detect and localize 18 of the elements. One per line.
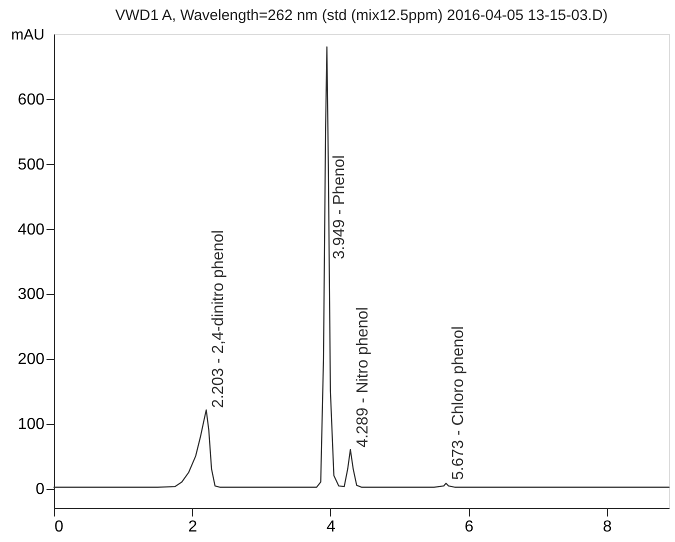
- chart-title: VWD1 A, Wavelength=262 nm (std (mix12.5ppm) 2016-04-05 13-15-03.D): [115, 7, 608, 24]
- x-tick-label: 2: [188, 518, 198, 536]
- annotation: 4.289 - Nitro phenol: [354, 307, 372, 448]
- y-tick-label: 200: [18, 351, 45, 368]
- y-tick-label: 400: [18, 221, 45, 238]
- x-tick-label: 6: [464, 518, 474, 536]
- annotation: 2.203 - 2,4-dinitro phenol: [210, 230, 228, 408]
- y-tick-label: 0: [36, 481, 45, 498]
- x-tick-label: 4: [326, 518, 336, 536]
- y-axis-title: mAU: [11, 26, 44, 44]
- annotation: 3.949 - Phenol: [330, 155, 348, 260]
- x-tick-label: 0: [54, 518, 64, 536]
- x-tick-label: 8: [602, 518, 612, 536]
- y-tick-label: 300: [18, 286, 45, 304]
- y-tick-label: 100: [18, 416, 45, 434]
- y-tick-label: 500: [18, 156, 45, 174]
- annotation: 5.673 - Chloro phenol: [450, 326, 468, 480]
- y-tick-label: 600: [18, 91, 45, 108]
